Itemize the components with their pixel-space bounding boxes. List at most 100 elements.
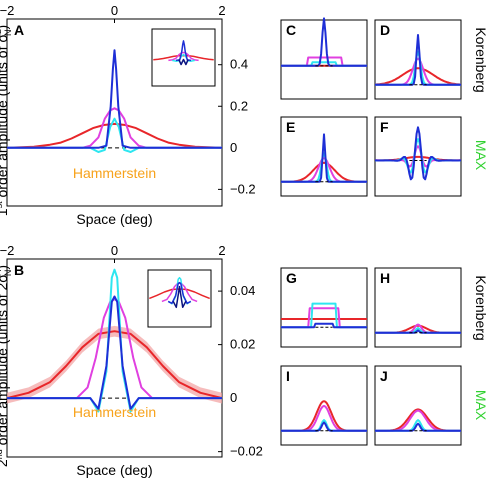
series-red xyxy=(281,161,367,183)
series-blue xyxy=(281,322,367,329)
red-confidence-band xyxy=(7,325,222,404)
panel-frame xyxy=(374,267,462,348)
panel-label: H xyxy=(380,270,390,286)
y-axis-label-part: order amplitude (units of 2σ xyxy=(0,274,10,450)
series-blue xyxy=(281,17,367,67)
series-red xyxy=(6,122,223,149)
max-label-top: MAX xyxy=(473,140,489,171)
panel-a: −2 0 2 0.4 0.2 0 −0.2 A Hammerstein Space (deg) 1s… xyxy=(0,3,256,227)
y-tick-label: 0.2 xyxy=(230,98,248,113)
panel-g: G xyxy=(280,267,368,348)
inset-frame xyxy=(147,269,212,328)
panel-frame xyxy=(374,365,462,446)
series-blue xyxy=(281,133,367,183)
y-axis-label-part: order amplitude (units of σ xyxy=(0,34,10,202)
y-axis-label: 1st order amplitude (units of σ2N) xyxy=(0,25,13,216)
panel-frame xyxy=(280,365,368,446)
series-blue xyxy=(375,34,461,86)
x-tick-label: −2 xyxy=(0,243,14,258)
y-axis-label-part: N xyxy=(3,270,13,277)
y-axis-label-part: 1 xyxy=(0,208,10,216)
x-axis-label: Space (deg) xyxy=(76,211,152,227)
y-axis-label-part: ) xyxy=(0,265,10,270)
y-tick-label: 0 xyxy=(230,140,237,155)
inset-series-navy xyxy=(172,285,187,309)
panel-label: A xyxy=(14,22,24,38)
x-axis-label: Space (deg) xyxy=(76,462,152,478)
inset-series-red xyxy=(153,54,214,61)
series-cyan xyxy=(7,268,222,413)
panel-label: E xyxy=(286,119,295,135)
series-magenta xyxy=(7,107,222,149)
y-tick-label: 0 xyxy=(230,390,237,405)
series-blue xyxy=(375,422,461,432)
inset-series-magenta xyxy=(168,51,199,62)
panel-label: I xyxy=(286,368,290,384)
panel-label: F xyxy=(380,119,389,135)
panel-d: D xyxy=(374,19,462,100)
y-axis-label-part: 2 xyxy=(0,459,10,467)
panel-h: H xyxy=(374,267,462,348)
inset-b xyxy=(147,269,212,328)
series-blue xyxy=(7,295,222,410)
inset-frame xyxy=(151,28,216,87)
panel-label: D xyxy=(380,22,390,38)
y-axis-label-part: 4 xyxy=(0,269,3,274)
x-tick-label: 2 xyxy=(218,243,225,258)
inset-series-blue xyxy=(175,40,192,62)
series-magenta xyxy=(375,57,461,86)
series-blue xyxy=(375,126,461,181)
inset-series-blue xyxy=(167,281,192,305)
series-red xyxy=(375,324,461,334)
series-red xyxy=(374,67,462,86)
series-blue xyxy=(281,421,367,432)
y-axis-label-part: st xyxy=(0,201,4,209)
series-cyan xyxy=(375,419,461,432)
series-magenta xyxy=(7,298,222,400)
panel-frame xyxy=(280,267,368,348)
series-cyan xyxy=(7,117,222,153)
panel-c: C xyxy=(280,17,368,100)
panel-label: J xyxy=(380,368,388,384)
x-tick-label: 0 xyxy=(111,243,118,258)
panel-frame xyxy=(280,116,368,197)
series-magenta xyxy=(281,404,367,432)
y-axis-label-part: 2 xyxy=(0,29,3,34)
y-axis-label-part: ) xyxy=(0,25,10,30)
max-label-bottom: MAX xyxy=(473,390,489,421)
series-cyan xyxy=(375,138,461,174)
x-tick-label: −2 xyxy=(0,3,14,18)
y-tick-label: −0.2 xyxy=(230,181,256,196)
panel-label: B xyxy=(14,262,24,278)
panel-frame xyxy=(374,116,462,197)
hammerstein-label: Hammerstein xyxy=(73,404,156,420)
panel-label: C xyxy=(286,22,296,38)
hammerstein-label: Hammerstein xyxy=(73,165,156,181)
y-tick-label: 0.4 xyxy=(230,57,248,72)
panel-j: J xyxy=(374,365,462,446)
panel-label: G xyxy=(286,270,297,286)
y-axis-label-part: nd xyxy=(0,449,4,459)
korenberg-label-bottom: Korenberg xyxy=(473,275,489,340)
korenberg-label-top: Korenberg xyxy=(473,27,489,92)
series-red xyxy=(6,330,223,400)
inset-a xyxy=(151,28,216,87)
panel-f: F xyxy=(374,116,462,197)
y-axis-label: 2nd order amplitude (units of 2σ4N) xyxy=(0,265,13,467)
panel-i: I xyxy=(280,365,368,446)
inset-series-cyan xyxy=(172,53,195,62)
panel-b: −2 0 2 0.04 0.02 0 −0.02 B Hammerstein Space (deg… xyxy=(0,243,263,478)
y-axis-label-part: N xyxy=(3,29,13,36)
x-tick-label: 0 xyxy=(111,3,118,18)
inset-series-navy xyxy=(178,58,189,66)
y-tick-label: 0.02 xyxy=(230,337,255,352)
y-tick-label: −0.02 xyxy=(230,444,263,459)
series-magenta xyxy=(281,157,367,183)
series-blue xyxy=(375,329,461,334)
panel-e: E xyxy=(280,116,368,197)
panel-frame xyxy=(374,19,462,100)
x-tick-label: 2 xyxy=(218,3,225,18)
y-tick-label: 0.04 xyxy=(230,283,255,298)
series-blue xyxy=(7,49,222,149)
